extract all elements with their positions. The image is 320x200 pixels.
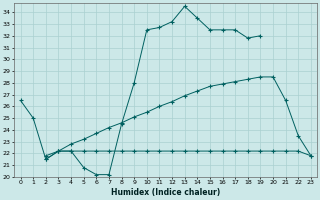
X-axis label: Humidex (Indice chaleur): Humidex (Indice chaleur) [111, 188, 220, 197]
